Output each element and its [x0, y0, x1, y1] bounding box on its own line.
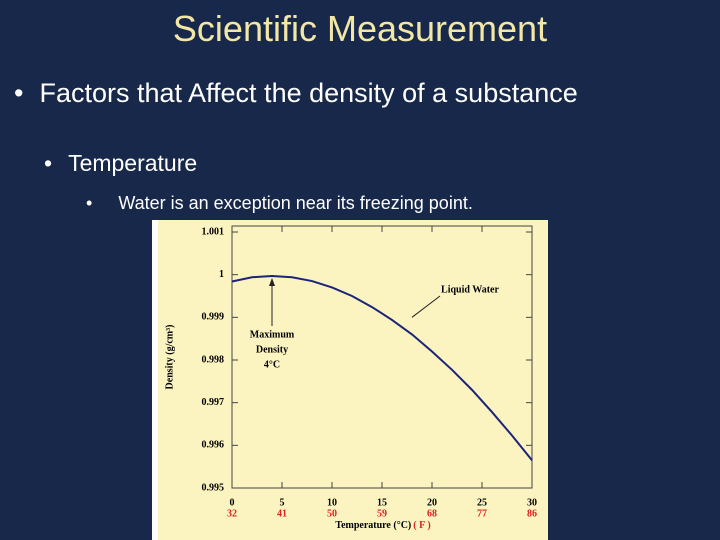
annotation: Liquid Water: [441, 284, 499, 295]
bullet: • Temperature: [44, 150, 198, 176]
y-tick-label: 0.997: [202, 397, 225, 408]
data-line: [231, 274, 533, 461]
x2-tick-label: 68: [427, 508, 437, 519]
bullet: • Factors that Affect the density of a su…: [14, 78, 578, 108]
bullet-text: Water is an exception near its freezing …: [118, 193, 473, 213]
x-tick-label: 25: [477, 497, 487, 508]
annotation: Density: [256, 344, 288, 355]
x2-tick-label: 77: [477, 508, 487, 519]
x2-tick-label: 41: [277, 508, 287, 519]
bullet-text: Temperature: [68, 150, 198, 176]
y-tick-label: 0.999: [202, 312, 225, 323]
x-tick-label: 0: [230, 497, 235, 508]
y-tick-label: 1: [219, 269, 224, 280]
bullet-text: Factors that Affect the density of a sub…: [39, 78, 578, 108]
y-tick-label: 1.001: [202, 226, 225, 237]
x2-tick-label: 59: [377, 508, 387, 519]
annotation: 4°C: [264, 359, 280, 370]
x-tick-label: 30: [527, 497, 537, 508]
slide-title: Scientific Measurement: [172, 8, 548, 49]
y-axis-label: Density (g/cm³): [164, 325, 175, 390]
x2-tick-label: 86: [527, 508, 537, 519]
x-tick-label: 5: [280, 497, 285, 508]
x-axis-label: Temperature (°C): [335, 520, 411, 531]
chart-edge: [152, 220, 158, 540]
x-tick-label: 10: [327, 497, 337, 508]
annotation: Maximum: [250, 329, 295, 340]
y-tick-label: 0.995: [202, 482, 225, 493]
x2-axis-label: ( F ): [413, 520, 430, 531]
annotation-arrow: [411, 295, 441, 318]
y-tick-label: 0.996: [202, 440, 225, 451]
annotation-arrowhead: [269, 277, 275, 286]
x-tick-label: 15: [377, 497, 387, 508]
x-tick-label: 20: [427, 497, 437, 508]
x-axis-label: Temperature (°C)( F ): [335, 520, 430, 531]
bullet: • Water is an exception near its freezing…: [86, 193, 473, 213]
y-tick-label: 0.998: [202, 354, 225, 365]
x2-tick-label: 32: [227, 508, 237, 519]
x2-tick-label: 50: [327, 508, 337, 519]
